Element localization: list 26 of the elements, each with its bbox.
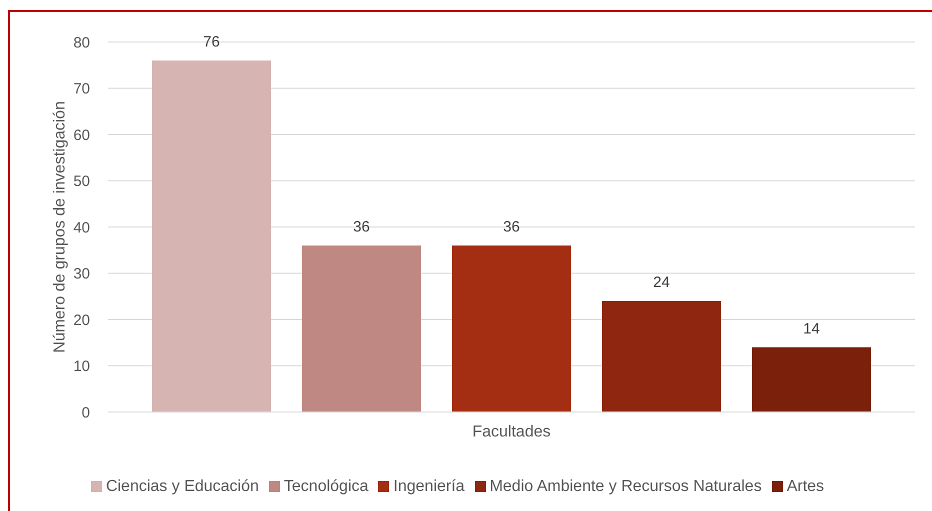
y-tick-label: 10 bbox=[73, 358, 90, 376]
bar bbox=[602, 301, 721, 412]
data-label: 76 bbox=[203, 34, 220, 50]
data-label: 14 bbox=[803, 320, 820, 338]
bar bbox=[452, 246, 571, 412]
x-tick-label: Facultades bbox=[472, 423, 551, 440]
legend-label: Tecnológica bbox=[284, 478, 368, 495]
data-label: 24 bbox=[653, 274, 670, 291]
legend-label: Artes bbox=[786, 478, 824, 495]
y-tick-label: 40 bbox=[73, 219, 90, 236]
bar bbox=[752, 347, 871, 412]
legend-label: Ciencias y Educación bbox=[106, 478, 259, 495]
y-tick-label: 80 bbox=[73, 34, 90, 52]
y-tick-label: 70 bbox=[73, 80, 90, 98]
bar bbox=[302, 246, 421, 412]
y-axis-title: Número de grupos de investigación bbox=[52, 101, 69, 353]
y-tick-label: 20 bbox=[73, 312, 90, 329]
legend-label: Ingeniería bbox=[393, 478, 465, 495]
y-tick-label: 30 bbox=[73, 266, 90, 283]
data-label: 36 bbox=[353, 218, 370, 236]
data-label: 36 bbox=[503, 218, 520, 236]
y-tick-label: 50 bbox=[73, 173, 90, 190]
y-tick-label: 60 bbox=[73, 126, 90, 144]
legend-label: Medio Ambiente y Recursos Naturales bbox=[490, 478, 762, 495]
bar bbox=[152, 60, 271, 412]
y-tick-label: 0 bbox=[82, 404, 90, 422]
